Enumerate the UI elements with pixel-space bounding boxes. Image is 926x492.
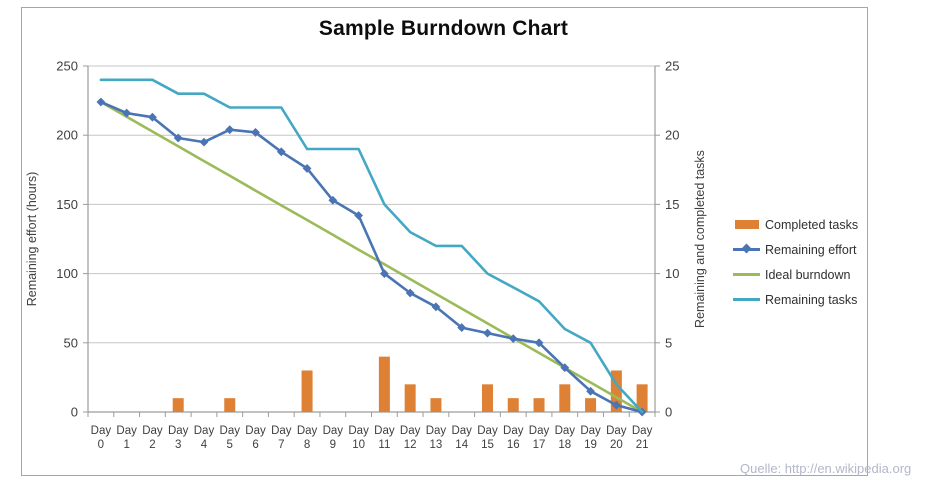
marker-remaining-effort xyxy=(96,97,106,107)
x-tick-label: Day 6 xyxy=(245,425,266,451)
bar-completed-tasks xyxy=(378,356,390,412)
bar-completed-tasks xyxy=(224,398,236,412)
marker-remaining-effort xyxy=(534,338,544,348)
y-left-tick-label: 200 xyxy=(56,128,78,143)
x-tick-label: Day 20 xyxy=(606,425,627,451)
x-tick-label: Day 8 xyxy=(297,425,318,451)
x-tick-label: Day 3 xyxy=(168,425,189,451)
y-right-tick-label: 5 xyxy=(665,335,672,350)
remaining-tasks-line-swatch-icon xyxy=(733,298,760,301)
x-tick-label: Day 9 xyxy=(323,425,344,451)
x-tick-label: Day 2 xyxy=(142,425,163,451)
legend-label: Remaining effort xyxy=(765,242,857,257)
marker-remaining-effort xyxy=(328,195,338,205)
marker-remaining-effort xyxy=(508,334,518,344)
marker-remaining-effort xyxy=(457,323,467,332)
y-right-axis-title: Remaining and completed tasks xyxy=(693,150,707,328)
y-left-tick-label: 100 xyxy=(56,266,78,281)
bar-completed-tasks xyxy=(430,398,442,412)
y-left-tick-label: 250 xyxy=(56,59,78,74)
bar-completed-tasks xyxy=(404,384,416,412)
marker-remaining-effort xyxy=(586,386,595,396)
x-tick-label: Day 14 xyxy=(451,425,472,451)
x-tick-label: Day 4 xyxy=(194,425,215,451)
bar-completed-tasks xyxy=(507,398,519,412)
y-right-tick-label: 15 xyxy=(665,197,679,212)
bar-completed-tasks xyxy=(533,398,545,412)
bar-completed-tasks xyxy=(636,384,648,412)
x-tick-label: Day 18 xyxy=(555,425,576,451)
marker-remaining-effort xyxy=(611,400,621,410)
marker-remaining-effort xyxy=(431,302,441,312)
marker-remaining-effort xyxy=(560,363,570,373)
ideal-burndown-line-swatch-icon xyxy=(733,273,760,276)
y-left-tick-label: 0 xyxy=(71,405,78,420)
marker-remaining-effort xyxy=(405,288,415,298)
line-ideal-burndown xyxy=(99,100,644,414)
bar-completed-tasks xyxy=(585,398,597,412)
marker-remaining-effort xyxy=(483,328,492,338)
legend-item-remaining-tasks: Remaining tasks xyxy=(733,287,858,312)
bar-completed-tasks xyxy=(172,398,184,412)
completed-tasks-bar-swatch-icon xyxy=(733,220,760,229)
source-watermark: Quelle: http://en.wikipedia.org xyxy=(740,461,912,476)
x-tick-label: Day 1 xyxy=(116,425,137,451)
legend-item-ideal-burndown: Ideal burndown xyxy=(733,262,858,287)
x-tick-label: Day 17 xyxy=(529,425,550,451)
x-tick-label: Day 12 xyxy=(400,425,421,451)
marker-remaining-effort xyxy=(173,133,183,143)
marker-remaining-effort xyxy=(225,125,235,135)
x-tick-label: Day 11 xyxy=(374,425,395,451)
x-tick-label: Day 5 xyxy=(220,425,241,451)
legend-label: Ideal burndown xyxy=(765,267,851,282)
x-tick-label: Day 10 xyxy=(348,425,369,451)
line-remaining-tasks xyxy=(99,78,644,414)
marker-remaining-effort xyxy=(251,128,260,137)
legend-label: Remaining tasks xyxy=(765,292,858,307)
y-right-tick-label: 20 xyxy=(665,128,679,143)
y-left-tick-label: 50 xyxy=(64,335,78,350)
bar-completed-tasks xyxy=(481,384,493,412)
legend-item-remaining-effort: Remaining effort xyxy=(733,237,858,262)
y-left-axis-title: Remaining effort (hours) xyxy=(25,172,39,307)
y-right-tick-label: 0 xyxy=(665,405,672,420)
y-right-tick-label: 25 xyxy=(665,59,679,74)
x-tick-label: Day 15 xyxy=(477,425,498,451)
x-tick-label: Day 19 xyxy=(580,425,601,451)
x-tick-label: Day 21 xyxy=(632,425,653,451)
x-tick-label: Day 13 xyxy=(426,425,447,451)
bar-completed-tasks xyxy=(610,370,622,412)
x-tick-label: Day 0 xyxy=(91,425,112,451)
remaining-effort-line-swatch-icon xyxy=(733,243,760,254)
chart-title: Sample Burndown Chart xyxy=(318,17,569,40)
legend-item-completed-tasks: Completed tasks xyxy=(733,212,858,237)
marker-remaining-effort xyxy=(148,112,157,122)
x-tick-label: Day 7 xyxy=(271,425,292,451)
legend: Completed tasks Remaining effort Ideal b… xyxy=(733,212,858,312)
marker-remaining-effort xyxy=(379,269,389,278)
y-right-tick-label: 10 xyxy=(665,266,679,281)
marker-remaining-effort xyxy=(302,164,312,173)
marker-remaining-effort xyxy=(354,211,364,220)
bar-completed-tasks xyxy=(559,384,571,412)
y-left-tick-label: 150 xyxy=(56,197,78,212)
marker-remaining-effort xyxy=(199,137,209,147)
marker-remaining-effort xyxy=(276,147,286,157)
line-remaining-effort xyxy=(99,100,644,414)
marker-remaining-effort xyxy=(122,108,132,118)
legend-label: Completed tasks xyxy=(765,217,859,232)
x-tick-label: Day 16 xyxy=(503,425,524,451)
bar-completed-tasks xyxy=(301,370,313,412)
